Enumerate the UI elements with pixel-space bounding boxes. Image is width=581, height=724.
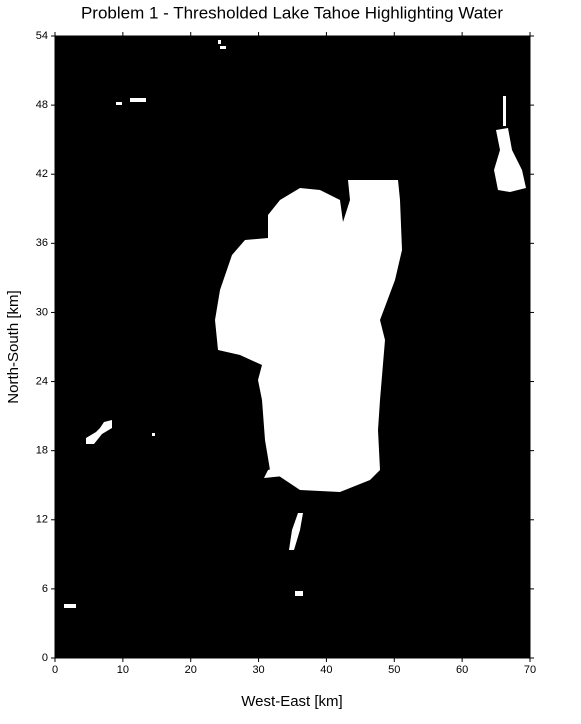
y-tick-label: 0 (42, 652, 48, 664)
y-tick-label: 12 (36, 514, 48, 526)
y-axis-label: North-South [km] (5, 290, 22, 403)
chart: Problem 1 - Thresholded Lake Tahoe Highl… (0, 0, 581, 719)
x-tick-label: 30 (252, 664, 264, 676)
x-tick-label: 10 (117, 664, 129, 676)
y-tick-label: 54 (36, 30, 48, 42)
y-tick-label: 18 (36, 445, 48, 457)
x-tick-label: 20 (185, 664, 197, 676)
chart-title: Problem 1 - Thresholded Lake Tahoe Highl… (81, 3, 503, 22)
y-tick-label: 24 (36, 375, 48, 387)
y-tick-label: 48 (36, 99, 48, 111)
x-axis-label: West-East [km] (241, 693, 342, 710)
x-tick-label: 70 (524, 664, 536, 676)
y-tick-label: 30 (36, 306, 48, 318)
x-tick-label: 0 (52, 664, 58, 676)
x-tick-label: 50 (388, 664, 400, 676)
y-tick-label: 6 (42, 583, 48, 595)
y-tick-label: 36 (36, 237, 48, 249)
y-tick-label: 42 (36, 168, 48, 180)
x-tick-label: 40 (320, 664, 332, 676)
x-tick-label: 60 (456, 664, 468, 676)
